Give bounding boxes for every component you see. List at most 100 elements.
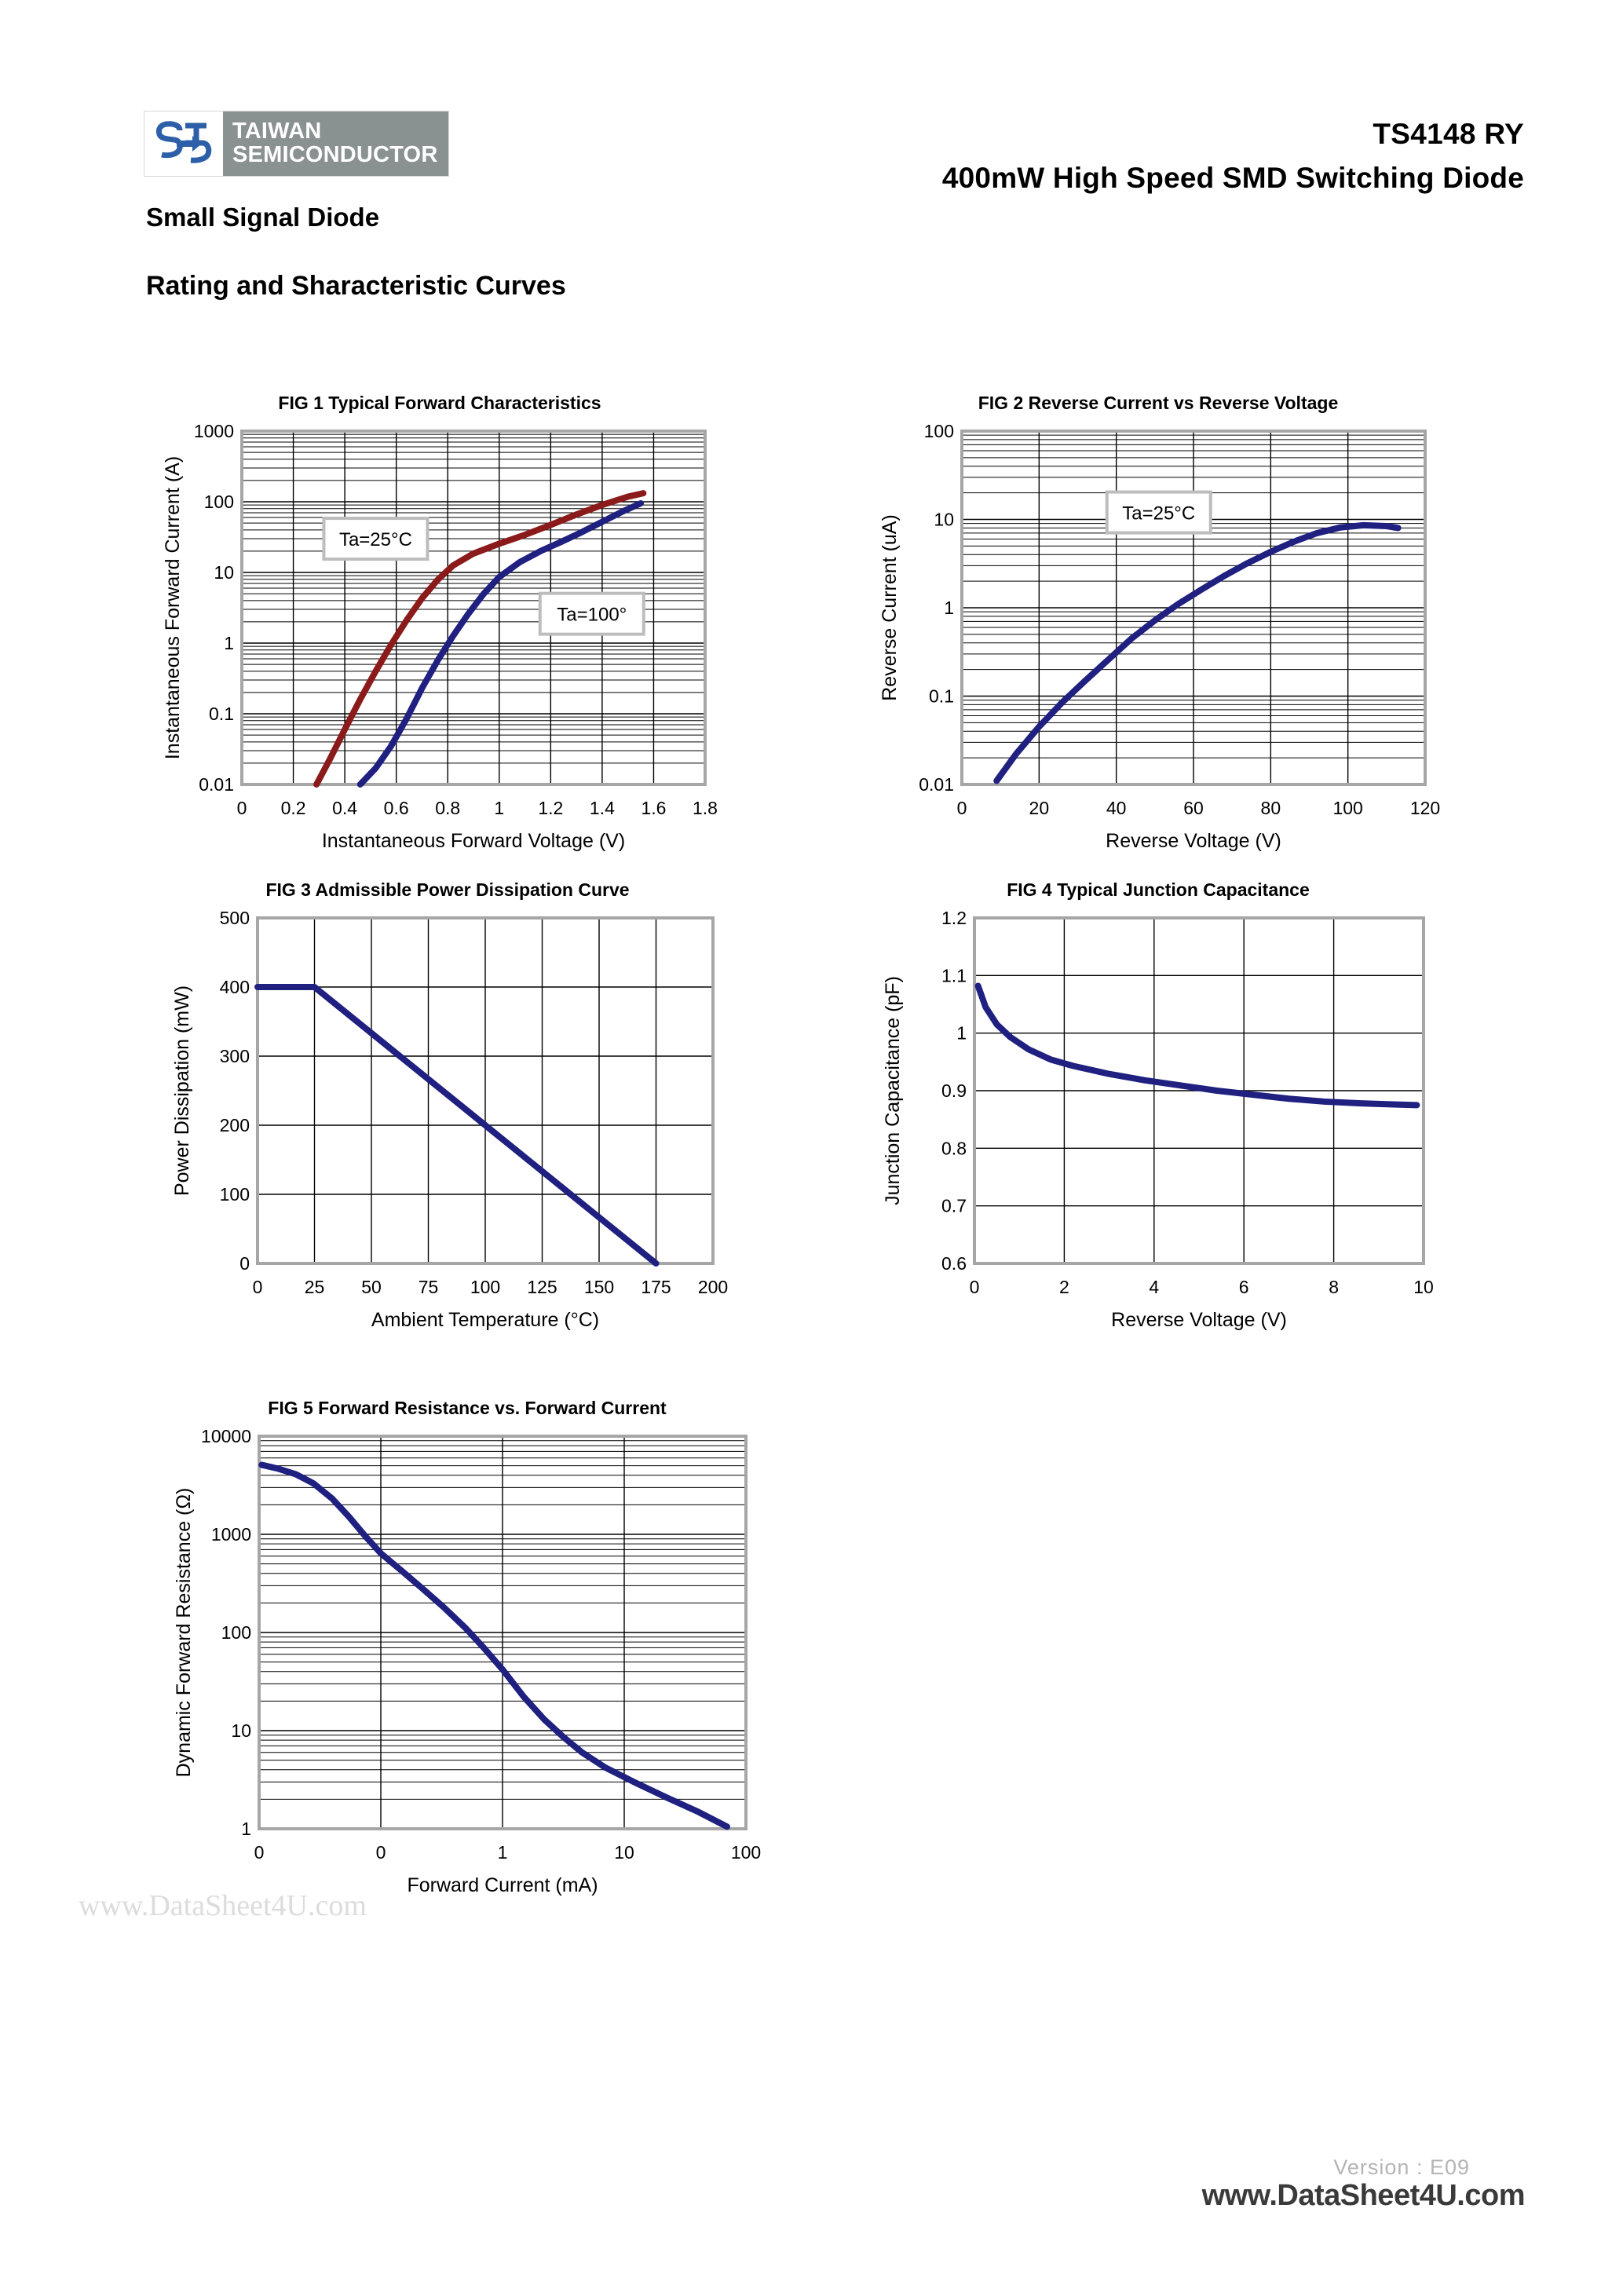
logo-wordmark: TAIWAN SEMICONDUCTOR bbox=[223, 112, 449, 176]
figure-fig5: FIG 5 Forward Resistance vs. Forward Cur… bbox=[157, 1398, 777, 1925]
svg-text:0: 0 bbox=[970, 1277, 980, 1297]
svg-text:Reverse Current (uA): Reverse Current (uA) bbox=[879, 514, 901, 701]
svg-text:200: 200 bbox=[698, 1277, 728, 1297]
svg-text:1.6: 1.6 bbox=[641, 798, 666, 818]
svg-text:1: 1 bbox=[956, 1023, 967, 1044]
svg-text:10: 10 bbox=[231, 1720, 251, 1741]
svg-text:Ta=100°: Ta=100° bbox=[557, 605, 627, 626]
svg-text:Forward Current (mA): Forward Current (mA) bbox=[407, 1874, 598, 1896]
svg-text:1: 1 bbox=[944, 598, 954, 618]
svg-text:0: 0 bbox=[237, 798, 247, 818]
svg-text:1.8: 1.8 bbox=[693, 798, 718, 818]
svg-text:150: 150 bbox=[584, 1277, 614, 1297]
svg-text:100: 100 bbox=[470, 1277, 500, 1297]
section-title: Rating and Sharacteristic Curves bbox=[146, 271, 566, 301]
svg-text:0.9: 0.9 bbox=[941, 1080, 967, 1101]
svg-text:Ta=25°C: Ta=25°C bbox=[1122, 503, 1195, 525]
svg-text:75: 75 bbox=[419, 1277, 439, 1297]
svg-text:500: 500 bbox=[220, 908, 250, 928]
svg-text:1000: 1000 bbox=[194, 421, 234, 441]
svg-text:0: 0 bbox=[239, 1253, 250, 1274]
svg-text:10: 10 bbox=[934, 510, 954, 530]
fig4-plot: 1.2 1.1 1 0.9 0.8 0.7 0.60 2 4 6 8 10 Reverse Voltag… bbox=[882, 908, 1434, 1331]
fig1-plot: 1000 100 10 1 0.1 0.010 0.2 0.4 0.6 0.8 1 1.2 1.4 1.6… bbox=[162, 421, 718, 852]
svg-text:100: 100 bbox=[1332, 798, 1362, 818]
svg-text:Ta=25°C: Ta=25°C bbox=[339, 529, 412, 550]
part-number: TS4148 RY bbox=[1373, 118, 1524, 150]
svg-text:120: 120 bbox=[1410, 798, 1440, 818]
svg-text:Power Dissipation (mW): Power Dissipation (mW) bbox=[171, 985, 193, 1196]
svg-text:10000: 10000 bbox=[201, 1426, 251, 1446]
logo-line-2: SEMICONDUCTOR bbox=[232, 142, 438, 167]
svg-text:2: 2 bbox=[1059, 1277, 1069, 1297]
part-description: 400mW High Speed SMD Switching Diode bbox=[941, 162, 1524, 194]
svg-text:10: 10 bbox=[1413, 1277, 1434, 1297]
svg-text:0: 0 bbox=[376, 1842, 386, 1863]
company-logo: TAIWAN SEMICONDUCTOR bbox=[144, 111, 450, 177]
svg-text:1: 1 bbox=[494, 798, 504, 818]
svg-text:100: 100 bbox=[220, 1184, 250, 1205]
svg-text:0.1: 0.1 bbox=[929, 686, 954, 707]
svg-text:10: 10 bbox=[614, 1842, 634, 1863]
footer-version: Version : E09 bbox=[1333, 2155, 1470, 2179]
fig5-title: FIG 5 Forward Resistance vs. Forward Cur… bbox=[268, 1398, 667, 1418]
svg-text:25: 25 bbox=[305, 1277, 325, 1297]
svg-text:0.1: 0.1 bbox=[209, 704, 234, 724]
svg-text:0.4: 0.4 bbox=[332, 798, 357, 818]
svg-text:0: 0 bbox=[253, 1277, 263, 1297]
svg-text:40: 40 bbox=[1106, 798, 1127, 818]
fig2-plot: 100 10 1 0.1 0.010 20 40 60 80 100 120 Ta=25°C Rever… bbox=[879, 421, 1440, 852]
logo-line-1: TAIWAN bbox=[232, 119, 322, 144]
svg-text:0: 0 bbox=[957, 798, 967, 818]
fig3-title: FIG 3 Admissible Power Dissipation Curve bbox=[265, 879, 630, 900]
svg-text:Instantaneous Forward Voltage: Instantaneous Forward Voltage (V) bbox=[322, 830, 625, 852]
svg-text:175: 175 bbox=[641, 1277, 671, 1297]
svg-text:Ambient Temperature (°C): Ambient Temperature (°C) bbox=[371, 1309, 599, 1331]
svg-text:100: 100 bbox=[924, 421, 954, 441]
svg-text:125: 125 bbox=[527, 1277, 557, 1297]
svg-text:Junction Capacitance (pF): Junction Capacitance (pF) bbox=[882, 976, 904, 1205]
svg-text:200: 200 bbox=[220, 1115, 250, 1135]
fig2-title: FIG 2 Reverse Current vs Reverse Voltage bbox=[978, 393, 1339, 413]
fig1-title: FIG 1 Typical Forward Characteristics bbox=[278, 393, 601, 413]
figure-fig3: FIG 3 Admissible Power Dissipation Curve… bbox=[157, 879, 738, 1359]
svg-text:0.6: 0.6 bbox=[941, 1253, 967, 1274]
svg-text:0.2: 0.2 bbox=[281, 798, 306, 818]
svg-text:0: 0 bbox=[254, 1842, 265, 1863]
svg-text:1.2: 1.2 bbox=[941, 908, 967, 928]
svg-text:Reverse Voltage (V): Reverse Voltage (V) bbox=[1111, 1309, 1287, 1331]
svg-text:6: 6 bbox=[1239, 1277, 1249, 1297]
svg-text:1: 1 bbox=[224, 633, 234, 653]
svg-text:80: 80 bbox=[1261, 798, 1281, 818]
footer-watermark: www.DataSheet4U.com bbox=[1201, 2179, 1526, 2212]
svg-text:20: 20 bbox=[1029, 798, 1050, 818]
product-family-subtitle: Small Signal Diode bbox=[146, 203, 380, 232]
figure-fig4: FIG 4 Typical Junction Capacitance 1.2 1.… bbox=[868, 879, 1449, 1359]
svg-text:10: 10 bbox=[214, 562, 234, 583]
part-header: TS4148 RY 400mW High Speed SMD Switching… bbox=[942, 118, 1524, 195]
svg-text:0.01: 0.01 bbox=[919, 774, 954, 795]
svg-text:1.4: 1.4 bbox=[590, 798, 615, 818]
svg-text:1.1: 1.1 bbox=[941, 965, 967, 985]
svg-text:1.2: 1.2 bbox=[538, 798, 563, 818]
fig3-plot: 500 400 300 200 100 00 25 50 75 100 125 150 175 200 Am… bbox=[171, 908, 728, 1331]
svg-text:8: 8 bbox=[1329, 1277, 1339, 1297]
svg-text:100: 100 bbox=[204, 492, 234, 512]
svg-text:4: 4 bbox=[1149, 1277, 1159, 1297]
svg-text:1: 1 bbox=[498, 1842, 508, 1863]
svg-text:400: 400 bbox=[220, 977, 250, 997]
svg-text:Instantaneous Forward Current: Instantaneous Forward Current (A) bbox=[162, 456, 184, 759]
svg-text:Dynamic Forward Resistance (Ω): Dynamic Forward Resistance (Ω) bbox=[173, 1488, 195, 1778]
figure-fig2: FIG 2 Reverse Current vs Reverse Voltage… bbox=[868, 393, 1449, 876]
svg-text:100: 100 bbox=[731, 1842, 761, 1863]
svg-text:300: 300 bbox=[220, 1046, 250, 1066]
svg-text:1: 1 bbox=[241, 1819, 251, 1839]
svg-text:Reverse Voltage (V): Reverse Voltage (V) bbox=[1106, 830, 1281, 852]
figure-fig1: FIG 1 Typical Forward Characteristics 10… bbox=[157, 393, 722, 876]
svg-text:1000: 1000 bbox=[211, 1524, 251, 1545]
svg-text:0.8: 0.8 bbox=[941, 1138, 967, 1158]
svg-text:0.7: 0.7 bbox=[941, 1196, 967, 1216]
svg-text:0.8: 0.8 bbox=[435, 798, 460, 818]
